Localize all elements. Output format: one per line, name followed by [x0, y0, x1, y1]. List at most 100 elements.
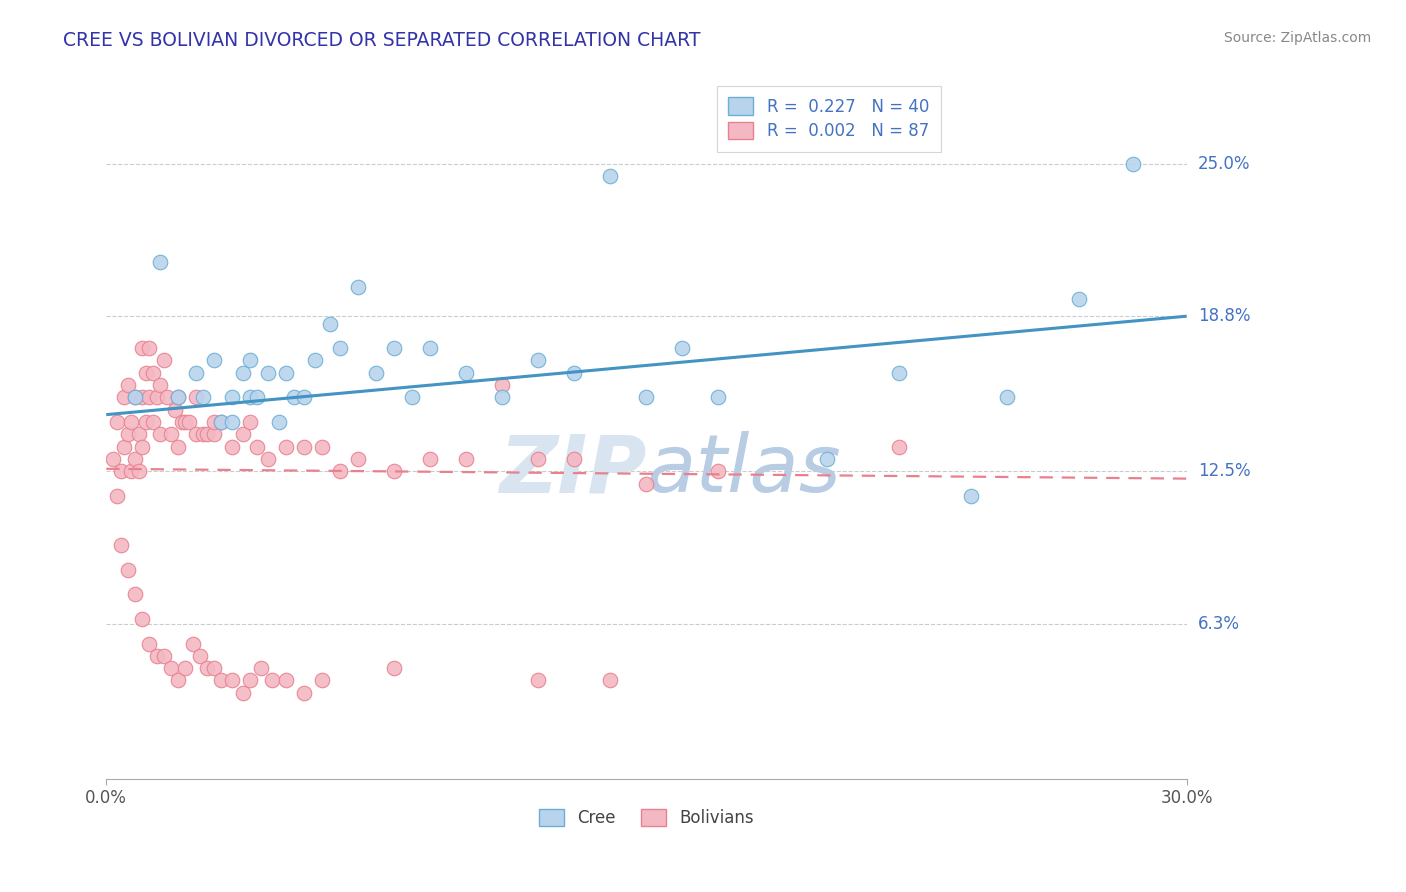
Point	[815, 452, 838, 467]
Point	[105, 415, 128, 429]
Point	[124, 587, 146, 601]
Point	[188, 648, 211, 663]
Point	[124, 391, 146, 405]
Point	[138, 636, 160, 650]
Point	[128, 464, 150, 478]
Point	[202, 427, 225, 442]
Point	[160, 661, 183, 675]
Point	[995, 391, 1018, 405]
Point	[110, 464, 132, 478]
Point	[456, 452, 478, 467]
Point	[202, 415, 225, 429]
Point	[138, 341, 160, 355]
Text: 6.3%: 6.3%	[1198, 615, 1240, 632]
Point	[329, 341, 352, 355]
Legend: Cree, Bolivians: Cree, Bolivians	[533, 802, 761, 834]
Point	[347, 452, 370, 467]
Point	[211, 415, 233, 429]
Point	[149, 255, 172, 269]
Point	[491, 378, 513, 392]
Point	[246, 391, 269, 405]
Point	[239, 391, 262, 405]
Point	[221, 673, 243, 688]
Point	[186, 391, 208, 405]
Point	[707, 391, 730, 405]
Point	[276, 673, 298, 688]
Point	[117, 378, 139, 392]
Point	[239, 673, 262, 688]
Point	[959, 489, 981, 503]
Point	[318, 317, 340, 331]
Point	[195, 427, 218, 442]
Point	[211, 673, 233, 688]
Text: ZIP: ZIP	[499, 431, 647, 509]
Point	[120, 464, 142, 478]
Point	[599, 673, 621, 688]
Point	[671, 341, 693, 355]
Point	[142, 415, 165, 429]
Point	[232, 366, 254, 380]
Point	[138, 391, 160, 405]
Point	[283, 391, 305, 405]
Point	[382, 464, 405, 478]
Point	[636, 391, 658, 405]
Point	[202, 661, 225, 675]
Point	[156, 391, 179, 405]
Point	[142, 366, 165, 380]
Point	[276, 440, 298, 454]
Point	[167, 673, 190, 688]
Point	[239, 353, 262, 368]
Point	[292, 686, 315, 700]
Point	[257, 366, 280, 380]
Point	[250, 661, 273, 675]
Point	[177, 415, 200, 429]
Point	[149, 378, 172, 392]
Point	[1067, 292, 1090, 306]
Point	[311, 440, 333, 454]
Point	[167, 391, 190, 405]
Point	[153, 648, 176, 663]
Point	[311, 673, 333, 688]
Point	[599, 169, 621, 183]
Point	[292, 391, 315, 405]
Point	[456, 366, 478, 380]
Point	[153, 353, 176, 368]
Point	[131, 440, 153, 454]
Text: 25.0%: 25.0%	[1198, 154, 1250, 172]
Point	[117, 563, 139, 577]
Point	[195, 661, 218, 675]
Point	[174, 661, 197, 675]
Point	[636, 476, 658, 491]
Point	[221, 440, 243, 454]
Point	[527, 673, 550, 688]
Point	[887, 440, 910, 454]
Point	[174, 415, 197, 429]
Point	[491, 391, 513, 405]
Point	[112, 391, 135, 405]
Point	[145, 648, 167, 663]
Point	[135, 366, 157, 380]
Point	[128, 427, 150, 442]
Point	[419, 341, 441, 355]
Point	[382, 341, 405, 355]
Point	[564, 452, 586, 467]
Point	[193, 391, 215, 405]
Point	[211, 415, 233, 429]
Point	[401, 391, 423, 405]
Point	[232, 427, 254, 442]
Text: Source: ZipAtlas.com: Source: ZipAtlas.com	[1223, 31, 1371, 45]
Point	[131, 612, 153, 626]
Point	[276, 366, 298, 380]
Point	[120, 415, 142, 429]
Point	[117, 427, 139, 442]
Point	[260, 673, 283, 688]
Text: 12.5%: 12.5%	[1198, 462, 1250, 480]
Point	[246, 440, 269, 454]
Point	[163, 402, 186, 417]
Point	[124, 391, 146, 405]
Point	[1122, 156, 1144, 170]
Point	[186, 366, 208, 380]
Point	[160, 427, 183, 442]
Text: CREE VS BOLIVIAN DIVORCED OR SEPARATED CORRELATION CHART: CREE VS BOLIVIAN DIVORCED OR SEPARATED C…	[63, 31, 700, 50]
Point	[382, 661, 405, 675]
